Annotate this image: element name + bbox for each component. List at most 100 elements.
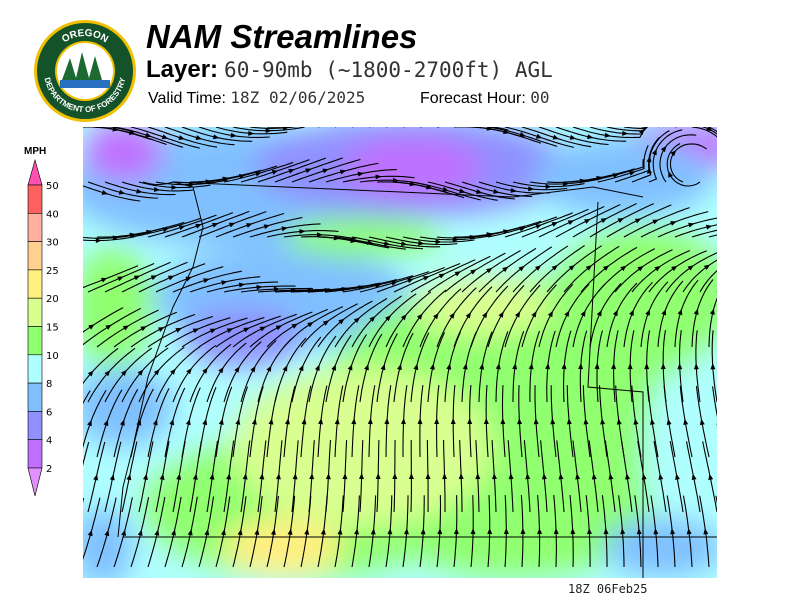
streamline-arrow [305,168,312,174]
streamline-arrow [136,419,142,426]
streamline-arrow [266,365,272,372]
streamline-arrow [318,418,324,425]
streamline-arrow [558,473,564,480]
streamline-arrow [699,418,705,426]
streamline-arrow [202,418,208,426]
streamline-arrow [259,326,267,332]
legend-unit: MPH [24,146,47,157]
streamline-arrow [384,418,390,425]
streamline-arrow [218,418,224,425]
streamline-arrow [531,311,537,318]
streamline-arrow [583,418,589,425]
streamline-arrow [703,528,709,535]
streamline-arrow [470,269,477,275]
streamline-arrow [545,363,551,370]
streamline-arrow [255,171,262,177]
streamline-arrow [495,363,501,370]
streamline-arrow [259,473,265,480]
streamline-arrow [417,418,423,425]
streamline-arrow [512,363,518,370]
streamline-arrow [403,528,409,535]
streamline-arrow [420,528,426,535]
streamline-arrow [95,238,102,244]
streamline-arrow [584,218,591,224]
streamline-arrow [101,190,109,195]
streamline-arrow [178,225,186,231]
streamline-arrow [370,528,376,535]
legend-bin [27,184,43,214]
streamline-arrow [137,369,144,376]
streamline-arrow [564,310,570,317]
streamline-arrow [465,312,472,319]
streamline-arrow [288,168,295,174]
streamline-arrow [596,310,602,317]
streamline-arrow [550,418,556,425]
streamline-arrow [703,264,711,270]
streamline-arrow [670,528,676,535]
streamline-arrow [433,312,439,320]
streamline-arrow [686,528,692,535]
streamline-arrow [637,265,644,272]
streamline-arrow [339,169,347,175]
forecast-hour-label: Forecast Hour: [420,90,526,107]
streamline-arrow [535,224,542,229]
streamline-arrow [100,277,108,283]
streamline-arrow [221,280,228,286]
streamline-arrow [660,363,666,370]
streamline-arrow [519,226,526,232]
streamline-arrow [176,473,182,480]
streamline-arrow [188,182,195,188]
streamline-arrow [338,318,345,325]
streamline-arrow [645,309,650,316]
streamline-arrow [230,132,237,138]
streamline-arrow [442,186,449,192]
streamline-arrow [263,224,271,230]
streamline [691,127,717,138]
streamline-arrow [525,473,531,480]
streamline-arrow [87,370,94,377]
streamline-arrow [483,418,489,425]
streamline-arrow [446,363,452,370]
valid-time-label: Valid Time: [148,90,226,107]
streamline-arrow [515,311,521,318]
streamline-arrow [314,364,320,372]
streamline-arrow [705,224,713,230]
legend-bin [27,297,43,327]
streamline-arrow [250,365,256,373]
streamline-arrow [87,419,92,427]
streamline-arrow [291,323,298,329]
streamline-arrow [282,365,288,372]
streamline-arrow [429,363,435,370]
streamline-arrow [569,134,577,140]
streamline-arrow [603,528,609,535]
streamline-arrow [325,473,331,480]
streamline-arrow [204,529,210,536]
streamline-arrow [502,266,509,273]
timestamp-footer: 18Z 06Feb25 [568,582,648,596]
streamline-arrow [519,131,526,137]
streamline-arrow [203,278,210,284]
streamline-arrow [661,308,667,316]
legend-top-arrow [27,158,43,186]
streamline-arrow [320,528,326,535]
streamline-arrow [510,187,517,193]
streamline-arrow [458,473,464,480]
streamline-arrow [602,265,610,271]
streamline-arrow [518,265,525,272]
streamline-arrow [167,275,175,281]
streamline-arrow [644,363,650,370]
streamline-arrow [620,265,627,272]
streamline [699,270,717,293]
streamline-arrow [620,528,626,535]
streamline-arrow [638,128,645,135]
streamline [83,442,90,467]
streamline-arrow [533,418,539,425]
streamline-arrow [354,528,360,535]
streamline-arrow [486,267,493,274]
streamline-arrow [118,189,126,195]
legend-bin [27,354,43,384]
streamline-arrow [670,150,677,157]
streamline-arrow [591,473,597,480]
legend-label: 25 [46,266,59,277]
streamline-arrow [391,280,398,286]
